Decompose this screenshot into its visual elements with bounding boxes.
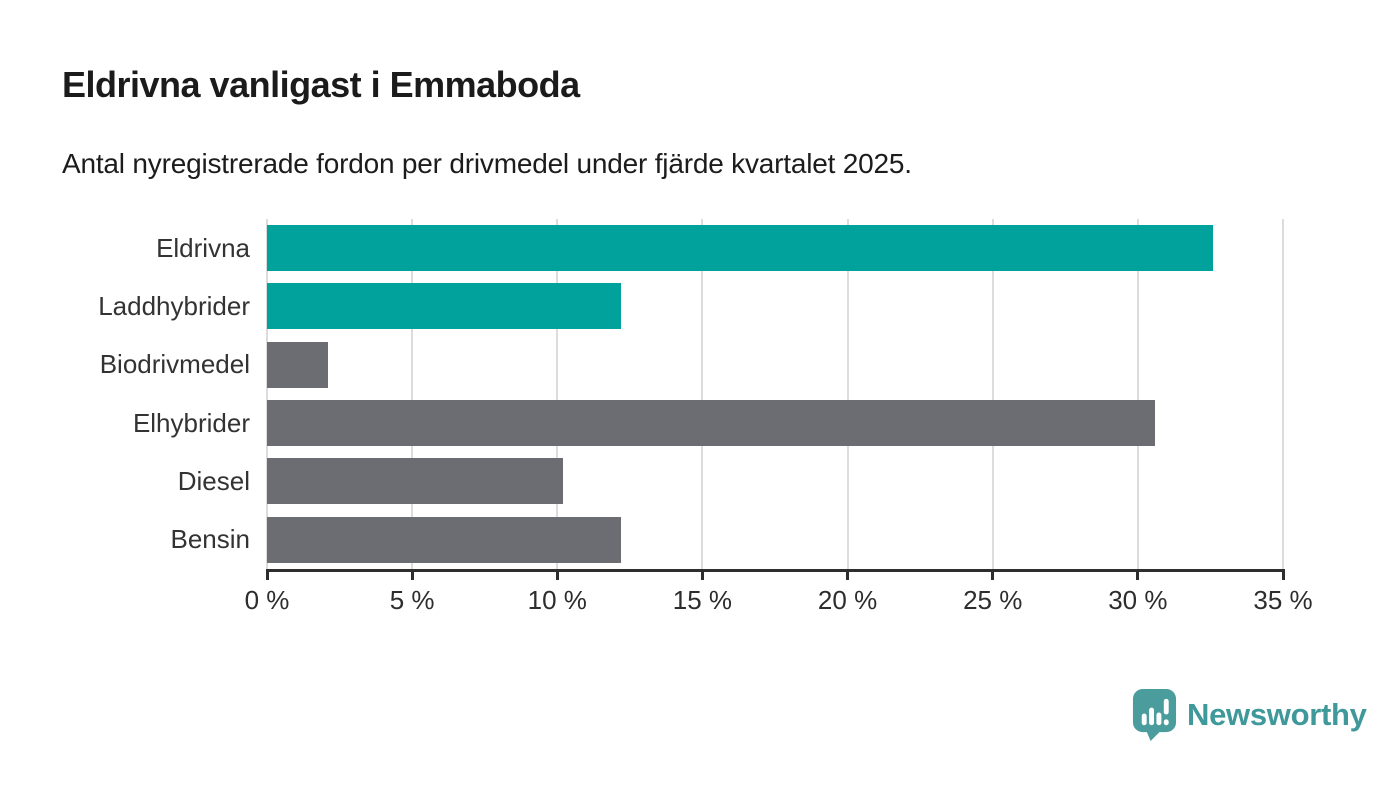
category-label: Laddhybrider bbox=[98, 290, 250, 321]
axis-tick bbox=[991, 569, 995, 580]
bar-eldrivna bbox=[267, 225, 1214, 271]
axis-tick-label: 0 % bbox=[244, 585, 290, 615]
bar-bensin bbox=[267, 516, 622, 563]
axis-tick-label: 30 % bbox=[1108, 585, 1168, 615]
x-axis-line bbox=[266, 569, 1284, 572]
newsworthy-logo: Newsworthy bbox=[1131, 688, 1367, 741]
bar-chart-bubble-icon bbox=[1132, 689, 1177, 741]
bar-row bbox=[267, 277, 1283, 335]
page-subtitle: Antal nyregistrerade fordon per drivmede… bbox=[62, 148, 912, 179]
axis-tick-label: 10 % bbox=[527, 585, 587, 615]
gridline bbox=[556, 219, 559, 569]
gridline bbox=[701, 219, 704, 569]
brand-name: Newsworthy bbox=[1187, 696, 1367, 732]
plot-area bbox=[266, 219, 1284, 569]
bar-biodrivmedel bbox=[267, 341, 328, 388]
axis-tick-label: 20 % bbox=[817, 585, 878, 615]
category-label: Elhybrider bbox=[132, 407, 250, 438]
bar-row bbox=[267, 219, 1283, 277]
category-label: Biodrivmedel bbox=[99, 349, 250, 380]
axis-tick bbox=[700, 569, 704, 580]
category-label: Bensin bbox=[170, 524, 251, 555]
bar-laddhybrider bbox=[267, 283, 622, 330]
gridline bbox=[411, 219, 414, 569]
bar-row bbox=[267, 452, 1283, 510]
axis-tick-label: 35 % bbox=[1253, 585, 1313, 615]
axis-tick bbox=[1136, 569, 1140, 580]
gridline bbox=[991, 219, 994, 569]
axis-tick bbox=[846, 569, 850, 580]
bar-row bbox=[267, 394, 1283, 452]
bar-row bbox=[267, 511, 1283, 569]
axis-tick-label: 5 % bbox=[389, 585, 435, 615]
gridline bbox=[266, 219, 268, 569]
bar-elhybrider bbox=[267, 400, 1156, 446]
axis-tick bbox=[1281, 569, 1285, 580]
axis-tick-label: 25 % bbox=[963, 585, 1023, 615]
axis-tick bbox=[265, 569, 269, 580]
category-labels: Eldrivna Laddhybrider Biodrivmedel Elhybrid… bbox=[0, 219, 250, 569]
gridline bbox=[1136, 219, 1139, 569]
axis-tick bbox=[410, 569, 414, 580]
page-title: Eldrivna vanligast i Emmaboda bbox=[62, 64, 580, 105]
axis-tick-label: 15 % bbox=[672, 585, 733, 615]
gridline bbox=[846, 219, 849, 569]
category-label: Diesel bbox=[177, 465, 250, 496]
axis-tick bbox=[555, 569, 559, 580]
gridline bbox=[1282, 219, 1284, 569]
bar-row bbox=[267, 336, 1283, 394]
bar-diesel bbox=[267, 458, 564, 505]
category-label: Eldrivna bbox=[156, 232, 250, 263]
